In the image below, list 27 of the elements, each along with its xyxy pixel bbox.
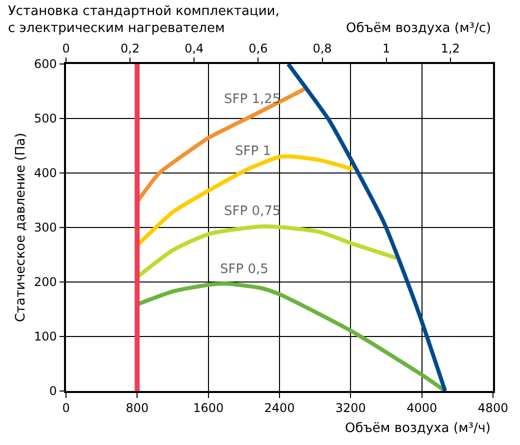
y-tick-label: 500 — [34, 112, 57, 126]
y-tick-label: 0 — [49, 384, 57, 398]
x2-tick-label: 1 — [382, 41, 390, 56]
x-axis-title: Объём воздуха (м³/ч) — [345, 421, 491, 436]
y-axis-title: Статическое давление (Па) — [13, 132, 28, 322]
x-tick-label: 4000 — [406, 401, 438, 416]
x-tick-label: 800 — [126, 401, 149, 416]
series-label: SFP 1 — [235, 144, 271, 159]
x2-tick-label: 0,2 — [120, 41, 140, 56]
y-tick-label: 600 — [34, 57, 57, 72]
x-tick-label: 1600 — [193, 401, 224, 416]
series-label: SFP 0,5 — [220, 262, 268, 277]
y-tick-label: 300 — [34, 220, 57, 235]
y-tick-label: 400 — [34, 166, 57, 180]
y-tick-label: 100 — [34, 330, 57, 344]
x2-tick-label: 0,8 — [312, 41, 332, 56]
x2-tick-label: 1,2 — [440, 41, 460, 56]
x2-tick-label: 0,4 — [184, 41, 204, 56]
x2-tick-label: 0,6 — [248, 41, 268, 56]
x2-axis-title: Объём воздуха (м³/с) — [346, 21, 492, 36]
x-tick-label: 4800 — [478, 401, 508, 416]
x-tick-label: 0 — [62, 401, 70, 416]
x-tick-label: 3200 — [335, 401, 366, 416]
chart-title: Установка стандартной комплектации, с электрическим нагревателем — [8, 4, 280, 36]
x2-tick-label: 0 — [62, 41, 70, 56]
y-tick-label: 200 — [34, 275, 57, 290]
x-tick-label: 2400 — [264, 401, 295, 416]
